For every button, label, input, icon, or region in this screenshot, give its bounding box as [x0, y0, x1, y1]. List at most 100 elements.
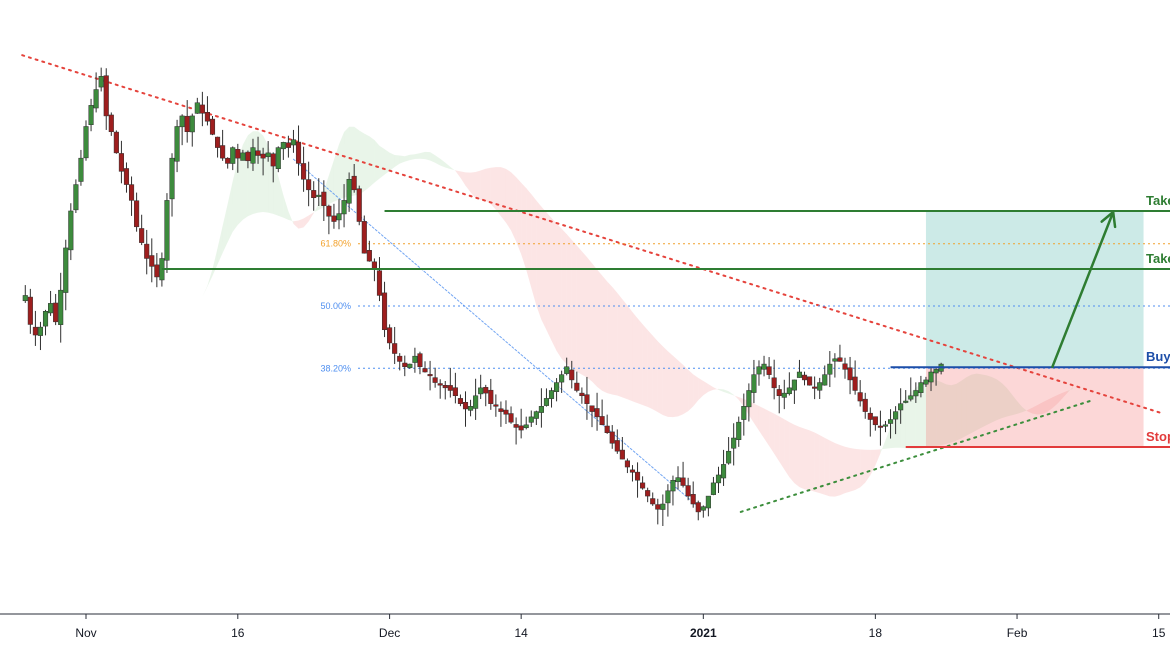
cloud-segment	[688, 369, 694, 412]
candle-body	[928, 371, 934, 383]
stop-zone	[925, 367, 1144, 447]
candle-body	[48, 303, 54, 314]
candle-body	[923, 379, 929, 385]
candle-body	[189, 115, 195, 133]
candle-body	[898, 403, 904, 411]
candle-body	[756, 366, 762, 375]
candle-body	[331, 215, 337, 222]
cloud-segment	[409, 154, 415, 161]
candle-body	[83, 126, 89, 159]
candle-body	[478, 387, 484, 395]
cloud-segment	[925, 379, 932, 448]
cloud-segment	[976, 373, 982, 431]
candle-body	[893, 411, 899, 420]
candle-body	[103, 75, 109, 117]
candle-body	[554, 382, 560, 392]
candle-body	[316, 194, 322, 197]
cloud-segment	[956, 380, 962, 441]
candle-body	[538, 406, 544, 413]
candle-body	[776, 389, 782, 397]
cloud-segment	[333, 144, 339, 202]
cloud-segment	[890, 415, 896, 449]
cloud-segment	[1017, 401, 1023, 414]
candle-body	[614, 440, 620, 452]
candle-body	[139, 228, 145, 243]
candle-body	[483, 387, 489, 394]
candle-body	[518, 425, 524, 431]
candle-body	[857, 392, 863, 402]
candle-body	[670, 479, 676, 492]
candle-body	[341, 200, 347, 215]
candle-body	[32, 326, 38, 336]
cloud-segment	[460, 171, 466, 186]
candle-body	[640, 482, 646, 489]
candle-body	[336, 213, 342, 221]
cloud-segment	[252, 131, 259, 214]
candle-body	[468, 406, 474, 411]
candle-body	[361, 221, 367, 254]
tick-label: 16	[231, 626, 245, 640]
cloud-segment	[860, 449, 866, 488]
candle-body	[402, 362, 408, 367]
candle-body	[882, 424, 889, 427]
cloud-segment	[728, 391, 734, 396]
candle-body	[68, 210, 74, 251]
candle-body	[381, 292, 388, 331]
cloud-segment	[1011, 394, 1018, 416]
cloud-segment	[941, 382, 947, 446]
cloud-segment	[971, 373, 977, 433]
cloud-segment	[910, 387, 916, 449]
candle-body	[680, 477, 686, 486]
candle-body	[877, 425, 883, 428]
arrow-shaft	[1051, 210, 1115, 368]
cloud-segment	[455, 170, 461, 178]
candle-body	[796, 371, 803, 378]
candle-body	[887, 419, 894, 424]
candle-body	[721, 464, 727, 479]
candle-body	[432, 377, 438, 383]
cloud-segment	[824, 437, 830, 497]
cloud-segment	[683, 364, 689, 415]
cloud-segment	[991, 377, 997, 423]
candle-body	[240, 152, 246, 161]
cloud-segment	[1027, 407, 1033, 414]
candle-body	[847, 367, 853, 381]
candle-body	[326, 205, 332, 217]
cloud-segment	[399, 155, 405, 164]
cloud-segment	[981, 374, 987, 428]
cloud-segment	[662, 346, 668, 417]
candle-body	[366, 250, 372, 262]
cloud-segment	[1062, 390, 1068, 399]
cloud-segment	[566, 234, 572, 369]
candle-body	[867, 412, 873, 420]
tick-label: 2021	[690, 626, 717, 640]
cloud-segment	[1052, 395, 1058, 409]
cloud-segment	[526, 188, 532, 288]
candle-body	[311, 190, 317, 199]
candle-body	[73, 184, 79, 211]
cloud-segment	[936, 380, 942, 447]
fib-label: 38.20%	[320, 363, 351, 373]
candle-body	[660, 503, 666, 510]
cloud-segment	[789, 422, 795, 484]
cloud-segment	[581, 251, 587, 378]
cloud-segment	[713, 387, 719, 390]
candle-body	[665, 490, 671, 504]
cloud-segment	[652, 335, 658, 413]
time-axis: Nov 16 Dec 14 2021 18 Feb 15	[0, 613, 1170, 640]
cloud-segment	[207, 269, 213, 287]
cloud-segment	[996, 379, 1002, 421]
candle-body	[619, 449, 625, 460]
cloud-segment	[440, 158, 446, 168]
cloud-segment	[414, 153, 420, 160]
candle-body	[462, 402, 469, 410]
cloud-segment	[708, 384, 714, 392]
candle-body	[705, 495, 711, 509]
cloud-segment	[278, 176, 284, 218]
arrow-head	[1100, 210, 1117, 229]
candle-body	[58, 289, 64, 325]
candle-body	[149, 255, 155, 267]
cloud-segment	[779, 416, 785, 470]
candle-body	[715, 474, 722, 484]
